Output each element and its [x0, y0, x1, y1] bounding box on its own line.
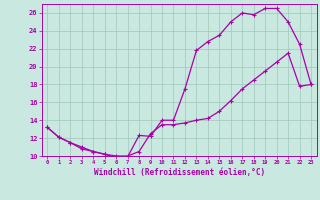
X-axis label: Windchill (Refroidissement éolien,°C): Windchill (Refroidissement éolien,°C) [94, 168, 265, 177]
